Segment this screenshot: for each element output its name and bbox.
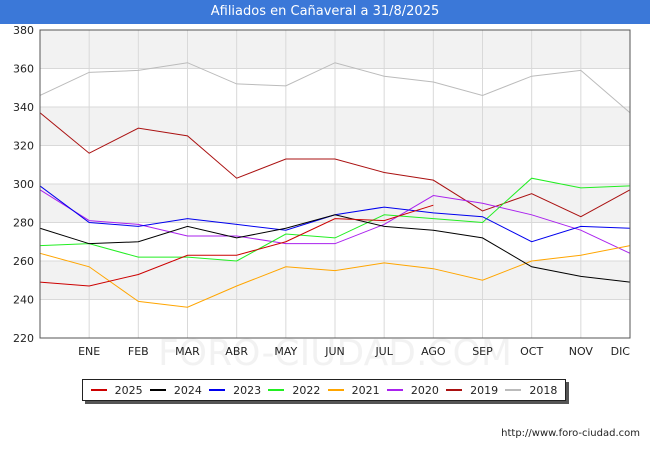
series-line-2021 [39, 245, 631, 308]
legend-item-2022: 2022 [268, 384, 320, 397]
legend-swatch [446, 389, 463, 391]
legend-label: 2022 [292, 383, 321, 397]
source-url[interactable]: http://www.foro-ciudad.com [501, 428, 640, 439]
legend-swatch [505, 389, 522, 391]
legend-label: 2024 [173, 383, 202, 397]
y-tick-label: 340 [13, 101, 34, 114]
legend-item-2020: 2020 [386, 383, 439, 397]
series-line-2020 [39, 189, 631, 254]
legend-swatch [386, 389, 403, 391]
plot-frame [39, 29, 631, 339]
legend-label: 2023 [233, 383, 262, 397]
x-tick-label: MAR [175, 345, 200, 358]
legend-swatch [209, 389, 226, 391]
series-line-2018 [39, 62, 631, 114]
x-tick-label: JUN [324, 345, 345, 358]
legend-label: 2025 [114, 383, 143, 397]
y-tick-label: 280 [13, 217, 34, 230]
x-axis-labels: ENE FEB MAR ABR MAY JUN JUL AGO SEP OCT NOV DIC [78, 345, 630, 358]
y-tick-label: 300 [13, 178, 34, 191]
legend-swatch [90, 389, 107, 391]
x-tick-label: SEP [472, 345, 493, 358]
chart-title: Afiliados en Cañaveral a 31/8/2025 [0, 0, 650, 24]
legend-item-2023: 2023 [209, 384, 261, 397]
legend-item-2025: 2025 [90, 383, 143, 397]
y-axis-labels: 220 240 260 280 300 320 340 360 380 [13, 24, 34, 345]
legend-item-2021: 2021 [327, 383, 380, 397]
x-tick-label: JUL [374, 345, 393, 358]
watermark: FORO-CIUDAD.COM [158, 333, 512, 374]
legend-item-2019: 2019 [446, 384, 498, 397]
x-tick-label: OCT [520, 345, 543, 358]
legend-label: 2018 [529, 383, 558, 397]
x-tick-label: ABR [225, 345, 248, 358]
y-tick-label: 380 [13, 24, 34, 37]
legend-swatch [327, 389, 344, 391]
y-tick-label: 260 [13, 255, 34, 268]
x-tick-label: FEB [128, 345, 149, 358]
series-line-2022 [39, 177, 631, 262]
y-tick-label: 220 [13, 332, 34, 345]
legend-label: 2020 [410, 383, 439, 397]
x-tick-label: MAY [274, 345, 297, 358]
x-tick-label: NOV [569, 345, 594, 358]
series-lines [39, 62, 631, 308]
legend: 2025 2024 2023 2022 2021 2020 2019 2018 [82, 379, 566, 401]
series-line-2024 [39, 214, 631, 283]
y-tick-label: 320 [13, 140, 34, 153]
legend-label: 2021 [351, 383, 380, 397]
x-tick-label: AGO [421, 345, 446, 358]
legend-label: 2019 [470, 383, 499, 397]
x-tick-label: DIC [611, 345, 631, 358]
y-tick-label: 240 [13, 294, 34, 307]
legend-item-2018: 2018 [505, 384, 557, 397]
legend-swatch [149, 389, 166, 391]
y-tick-label: 360 [13, 63, 34, 76]
series-line-2025 [39, 204, 434, 287]
legend-item-2024: 2024 [149, 383, 202, 397]
series-line-2019 [39, 112, 631, 218]
x-tick-label: ENE [78, 345, 100, 358]
legend-swatch [268, 389, 285, 391]
